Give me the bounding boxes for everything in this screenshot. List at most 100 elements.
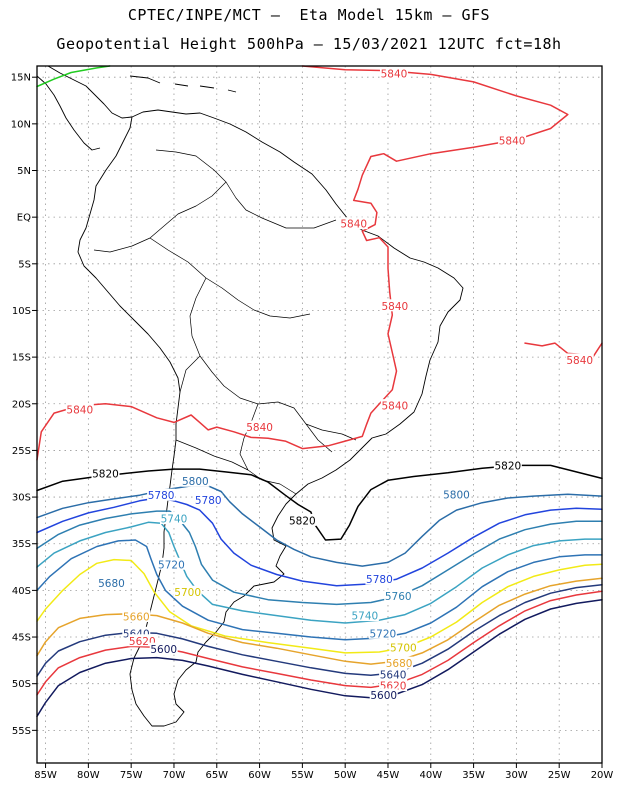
lat-tick-label: 45S [12,633,31,644]
lat-tick-label: 55S [12,726,31,737]
contour-label-bg [173,585,202,598]
contour-label: 5820 [92,469,119,481]
contour-label: 5840 [566,355,593,367]
contour-label: 5680 [386,658,413,670]
contour-label-bg [194,493,223,506]
contour-label-bg [565,353,594,366]
contour-label-bg [128,634,157,647]
contour-label-bg [157,557,186,570]
contour-label-bg [97,576,126,589]
contour-label-bg [379,667,408,680]
caribbean-islands [129,75,237,93]
lat-tick-label: 15N [11,73,31,84]
lon-tick-label: 35W [462,770,485,781]
lon-tick-label: 75W [120,770,143,781]
contour-label: 5800 [182,476,209,488]
contour-label-bg [365,572,394,585]
lon-tick-label: 50W [334,770,357,781]
contour-label-bg [245,420,274,433]
contour-label: 5840 [499,136,526,148]
contour-label-bg [380,299,409,312]
contour-label-bg [389,640,418,653]
contour-label: 5700 [174,587,201,599]
contour-5840 [36,65,569,461]
coastline-borders [36,65,464,727]
contour-5760 [36,510,603,606]
contour-5600 [36,598,603,718]
lon-tick-label: 40W [419,770,442,781]
contour-label-bg [379,679,408,692]
lon-tick-label: 60W [248,770,271,781]
contour-5880 [36,65,111,88]
contour-label: 5760 [385,591,412,603]
contour-label: 5840 [381,401,408,413]
contour-label: 5640 [380,669,407,681]
contour-label: 5820 [494,460,521,472]
contour-label: 5780 [366,574,393,586]
contour-5680 [36,577,603,665]
contour-label-bg [159,512,188,525]
contour-label-bg [339,217,368,230]
title-line-2: Geopotential Height 500hPa – 15/03/2021 … [56,35,562,53]
lat-tick-label: 50S [12,679,31,690]
lon-tick-label: 55W [291,770,314,781]
contour-label: 5660 [123,612,150,624]
contour-label: 5840 [381,301,408,313]
contour-label: 5600 [370,690,397,702]
contour-5740 [36,521,603,624]
lat-tick-label: 10S [12,306,31,317]
lat-tick-label: 10N [11,119,31,130]
contour-label-bg [147,488,176,501]
lat-tick-label: 35S [12,539,31,550]
contour-label-bg [288,513,317,526]
contour-5800 [36,485,603,567]
lon-tick-label: 20W [591,770,614,781]
map-frame [36,65,603,764]
contour-label: 5720 [369,628,396,640]
contour-label: 5620 [129,636,156,648]
contour-label: 5680 [98,578,125,590]
lon-tick-label: 70W [163,770,186,781]
country-borders [93,149,357,495]
contour-label: 5700 [390,642,417,654]
contour-label: 5740 [352,611,379,623]
lon-tick-label: 30W [505,770,528,781]
contour-label-bg [384,589,413,602]
contour-label-bg [91,467,120,480]
contour-label-bg [442,487,471,500]
contour-label-bg [350,609,379,622]
lat-tick-label: 15S [12,353,31,364]
lat-tick-label: 25S [12,446,31,457]
contour-5620 [36,590,603,696]
central-america-coast [36,65,133,151]
lon-tick-label: 45W [377,770,400,781]
lon-tick-label: 25W [548,770,571,781]
contour-label-bg [493,458,522,471]
lat-tick-label: EQ [17,213,31,224]
contour-label: 5720 [158,559,185,571]
contour-label: 5840 [381,68,408,80]
lat-tick-label: 5S [18,259,31,270]
contour-label-bg [65,402,94,415]
title-line-1: CPTEC/INPE/MCT – Eta Model 15km – GFS [127,6,491,24]
contour-label-bg [181,474,210,487]
lat-tick-label: 20S [12,399,31,410]
lat-tick-label: 5N [17,166,31,177]
contour-label: 5800 [443,489,470,501]
lon-tick-label: 80W [77,770,100,781]
contour-label: 5840 [66,404,93,416]
contour-labels: 5840 5840 5840 5840 5840 5840 5840 5840 5820 5820… [65,66,594,702]
contour-label-bg [368,626,397,639]
contour-label: 5780 [195,495,222,507]
contour-5720 [36,539,603,641]
contour-label: 5840 [246,422,273,434]
contour-5780 [36,497,603,587]
contour-label-bg [379,66,408,79]
contour-label-bg [122,610,151,623]
height-contours [36,65,603,718]
contour-label: 5820 [289,515,316,527]
contour-label-bg [385,656,414,669]
contour-label: 5780 [148,490,175,502]
contour-label-bg [149,642,178,655]
